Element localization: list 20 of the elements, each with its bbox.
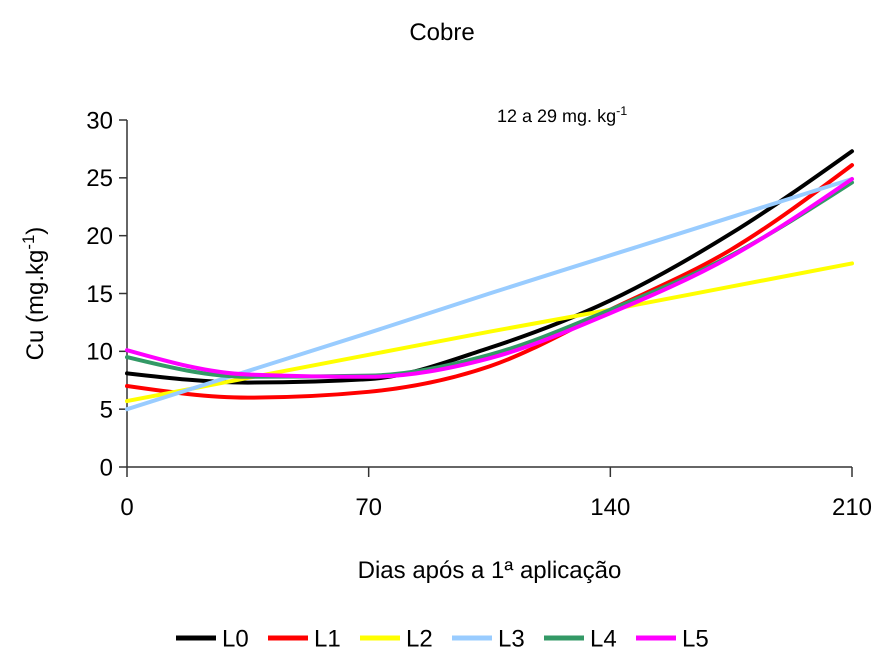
legend-label: L3 xyxy=(498,625,525,652)
legend-label: L0 xyxy=(222,625,249,652)
y-tick-label: 15 xyxy=(86,280,113,308)
x-tick-label: 210 xyxy=(832,494,872,521)
legend-label: L5 xyxy=(682,625,709,652)
y-tick-label: 0 xyxy=(100,454,113,482)
annotation: 12 a 29 mg. kg$^{-1}$ xyxy=(497,104,628,126)
y-tick-label: 30 xyxy=(86,107,113,134)
x-tick-label: 70 xyxy=(355,494,382,521)
chart-title: Cobre xyxy=(409,19,475,46)
y-tick-label: 5 xyxy=(100,396,113,424)
x-tick-label: 140 xyxy=(590,494,630,521)
x-tick-label: 0 xyxy=(120,494,134,521)
y-tick-label: 10 xyxy=(86,338,113,366)
legend-label: L1 xyxy=(314,625,341,652)
legend-label: L4 xyxy=(590,625,617,652)
y-tick-label: 25 xyxy=(86,165,113,192)
legend-label: L2 xyxy=(406,625,433,652)
x-axis-title: Dias após a 1ª aplicação xyxy=(358,557,622,584)
y-tick-label: 20 xyxy=(86,223,113,250)
